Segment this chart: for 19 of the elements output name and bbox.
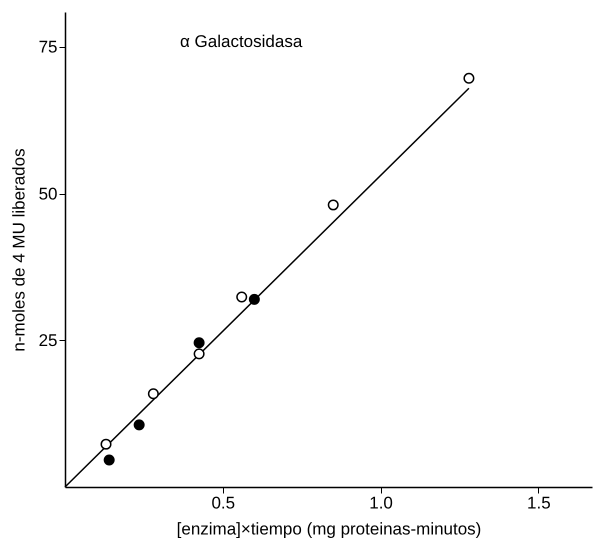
point	[134, 419, 145, 430]
x-tick-label: 1.0	[369, 494, 393, 512]
y-tick-label: 25	[38, 330, 58, 350]
x-axis-title: [enzima]×tiempo (mg proteinas-minutos)	[176, 520, 482, 538]
point	[148, 388, 159, 400]
point	[104, 454, 115, 466]
x-tick-label: 0.5	[211, 494, 236, 512]
y-axis-title: n-moles de 4 MU liberados	[10, 148, 29, 352]
y-tick-label: 50	[38, 184, 58, 204]
point	[236, 292, 248, 302]
point	[248, 294, 260, 305]
y-tick-label: 75	[38, 38, 58, 57]
point	[194, 337, 205, 348]
point	[100, 438, 112, 450]
x-tick-label: 1.5	[527, 494, 551, 512]
point	[194, 348, 205, 360]
point	[328, 199, 339, 210]
point	[463, 72, 474, 84]
annotation: α Galactosidasa	[180, 32, 303, 51]
